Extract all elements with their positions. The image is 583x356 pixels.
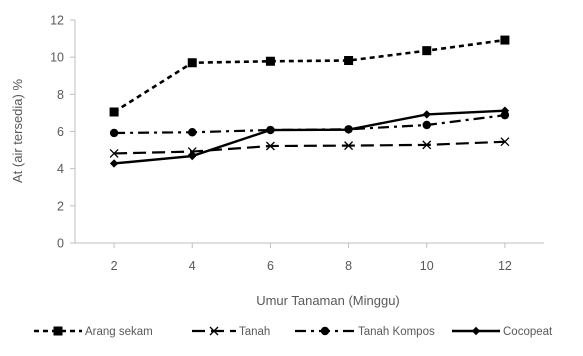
x-tick-label: 4: [189, 259, 196, 273]
y-axis-title: At (air tersedia) %: [10, 79, 25, 183]
legend-marker-arang-sekam: [53, 326, 63, 336]
x-tick-label: 12: [498, 259, 512, 273]
plot-area: 0 2 4 6 8 10 12 2 4 6 8 10 12: [50, 14, 544, 273]
data-point-tanah: [422, 140, 432, 150]
data-point-cocopeat: [188, 151, 197, 161]
data-point-tanah: [265, 141, 275, 151]
series-line-cocopeat: [113, 109, 505, 165]
x-tick-label: 2: [111, 259, 118, 273]
data-point-arang-sekam: [187, 58, 197, 68]
data-point-tanah-kompos: [109, 128, 119, 138]
legend-marker-cocopeat: [471, 326, 481, 336]
data-point-tanah: [109, 148, 119, 158]
legend-label-tanah-kompos: Tanah Kompos: [358, 326, 435, 338]
data-point-cocopeat: [422, 110, 431, 119]
legend-label-tanah: Tanah: [239, 326, 270, 338]
data-point-cocopeat: [266, 125, 275, 135]
legend: Arang sekam Tanah Tanah Kompos Cocopeat: [34, 326, 553, 338]
data-point-arang-sekam: [109, 107, 119, 117]
legend-item-tanah: Tanah: [192, 326, 270, 338]
data-point-tanah-kompos: [188, 128, 197, 137]
data-point-cocopeat: [109, 159, 119, 168]
x-axis-title: Umur Tanaman (Minggu): [256, 293, 400, 308]
data-point-arang-sekam: [265, 56, 275, 66]
data-point-tanah-kompos: [500, 110, 510, 120]
legend-item-cocopeat: Cocopeat: [452, 326, 553, 338]
legend-label-cocopeat: Cocopeat: [503, 326, 553, 338]
data-point-cocopeat: [344, 125, 353, 134]
data-point-arang-sekam: [500, 35, 510, 45]
y-tick-label: 2: [57, 199, 64, 213]
legend-item-arang-sekam: Arang sekam: [34, 326, 153, 338]
x-tick-label: 8: [345, 259, 352, 273]
y-tick-label: 0: [57, 237, 64, 251]
data-point-arang-sekam: [422, 46, 432, 56]
y-tick-label: 4: [57, 162, 64, 176]
x-tick-label: 6: [267, 259, 274, 273]
data-point-tanah: [344, 141, 354, 151]
series-line-tanah: [114, 140, 505, 155]
data-point-arang-sekam: [344, 56, 354, 66]
data-point-tanah: [500, 137, 510, 147]
data-point-tanah-kompos: [422, 120, 431, 130]
legend-marker-tanah-kompos: [320, 326, 330, 336]
y-tick-label: 12: [50, 14, 64, 28]
legend-item-tanah-kompos: Tanah Kompos: [295, 326, 435, 338]
x-tick-label: 10: [420, 259, 434, 273]
legend-label-arang-sekam: Arang sekam: [85, 326, 153, 338]
data-point-cocopeat: [500, 106, 510, 115]
y-tick-label: 6: [57, 125, 64, 139]
y-tick-label: 10: [50, 51, 64, 65]
y-tick-label: 8: [57, 88, 64, 102]
legend-marker-tanah: [209, 326, 219, 336]
series-line-arang-sekam: [113, 38, 506, 114]
